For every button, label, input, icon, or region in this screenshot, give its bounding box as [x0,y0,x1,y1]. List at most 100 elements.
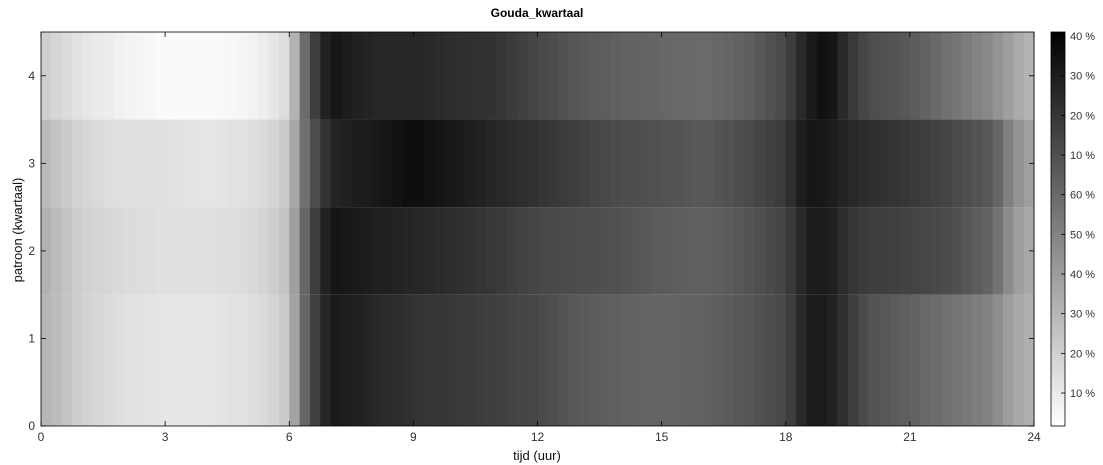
heatmap-cell [713,32,725,120]
heatmap-cell [113,207,125,295]
heatmap-cell [82,119,94,208]
heatmap-cell [620,207,632,295]
heatmap-cell [506,294,518,426]
heatmap-cell [640,294,652,426]
heatmap-cell [713,294,725,426]
colorbar-tick-label: 40 % [1070,269,1095,281]
heatmap-cell [196,119,208,208]
heatmap-cell [320,119,332,208]
colorbar-tick-label: 40 % [1070,31,1095,43]
heatmap-cell [144,207,156,295]
heatmap-cell [868,207,880,295]
heatmap-cell [992,207,1004,295]
heatmap-cell [568,207,580,295]
heatmap-cell [103,294,114,426]
heatmap-cell [620,294,632,426]
heatmap-cell [258,294,270,426]
heatmap-cell [992,119,1004,208]
heatmap-cell [516,32,528,120]
heatmap-cell [392,294,404,426]
heatmap-cell [609,32,621,120]
heatmap-cell [258,119,270,208]
heatmap-cell [154,32,166,120]
heatmap-cell [651,32,663,120]
heatmap-cell [175,294,187,426]
heatmap-cell [165,294,177,426]
heatmap-cell [827,207,839,295]
heatmap-cell [372,207,383,295]
heatmap-cell [134,119,146,208]
heatmap-cell [713,207,725,295]
heatmap-cell [775,32,787,120]
heatmap-cell [589,119,601,208]
heatmap-cell [878,207,890,295]
heatmap-cell [134,207,146,295]
heatmap-cell [589,294,601,426]
heatmap-cell [51,294,63,426]
heatmap-cell [785,294,797,426]
heatmap-cell [206,119,218,208]
heatmap-cell [1023,294,1035,426]
heatmap-cell [961,207,973,295]
colorbar-tick-label: 20 % [1070,110,1095,122]
heatmap-cell [330,119,342,208]
heatmap-cell [278,119,290,208]
heatmap-cell [465,207,477,295]
heatmap-cell [247,119,259,208]
heatmap-cell [930,207,942,295]
heatmap-cell [961,32,973,120]
heatmap-cell [361,119,373,208]
x-axis: 0 3 6 9 12 15 18 21 24 [38,32,1041,444]
colorbar-tick-label: 30 % [1070,71,1095,83]
heatmap-cell [382,119,394,208]
heatmap-cell [630,32,642,120]
heatmap-cell [889,32,901,120]
heatmap-cell [692,207,704,295]
heatmap-cell [516,207,528,295]
heatmap-cell [816,294,828,426]
heatmap-cell [837,207,849,295]
heatmap-cell [413,119,425,208]
y-axis-label: patroon (kwartaal) [10,178,25,283]
heatmap-cell [734,119,745,208]
heatmap-cell [640,32,652,120]
heatmap-cell [206,294,218,426]
heatmap-cell [930,294,942,426]
heatmap-cell [547,294,559,426]
heatmap-cell [196,294,208,426]
heatmap-cell [692,32,704,120]
heatmap-cell [1002,207,1014,295]
heatmap-cell [289,119,301,208]
heatmap-cell [372,119,383,208]
heatmap-cell [123,207,135,295]
heatmap-cell [940,119,952,208]
heatmap-cell [961,294,973,426]
heatmap-cell [889,119,901,208]
heatmap-cell [72,207,83,295]
heatmap-cell [930,119,942,208]
heatmap-cell [547,32,559,120]
heatmap-cell [392,207,404,295]
heatmap-cell [51,207,63,295]
heatmap-cell [454,119,466,208]
heatmap-cell [340,294,352,426]
heatmap-cell [703,294,714,426]
heatmap-cell [382,207,394,295]
heatmap-cell [92,294,104,426]
heatmap-cell [392,119,404,208]
heatmap-cell [899,32,911,120]
colorbar-gradient [1050,31,1066,427]
heatmap-cell [620,119,632,208]
heatmap-cell [340,32,352,120]
heatmap-cell [289,207,301,295]
heatmap-cell [92,207,104,295]
heatmap-cell [289,294,301,426]
heatmap-cell [806,207,818,295]
heatmap-cell [878,119,890,208]
heatmap-cell [216,207,228,295]
heatmap-cell [299,207,311,295]
heatmap-cell [61,32,73,120]
heatmap-cell [537,119,549,208]
heatmap-cell [806,119,818,208]
heatmap-cell [227,119,239,208]
